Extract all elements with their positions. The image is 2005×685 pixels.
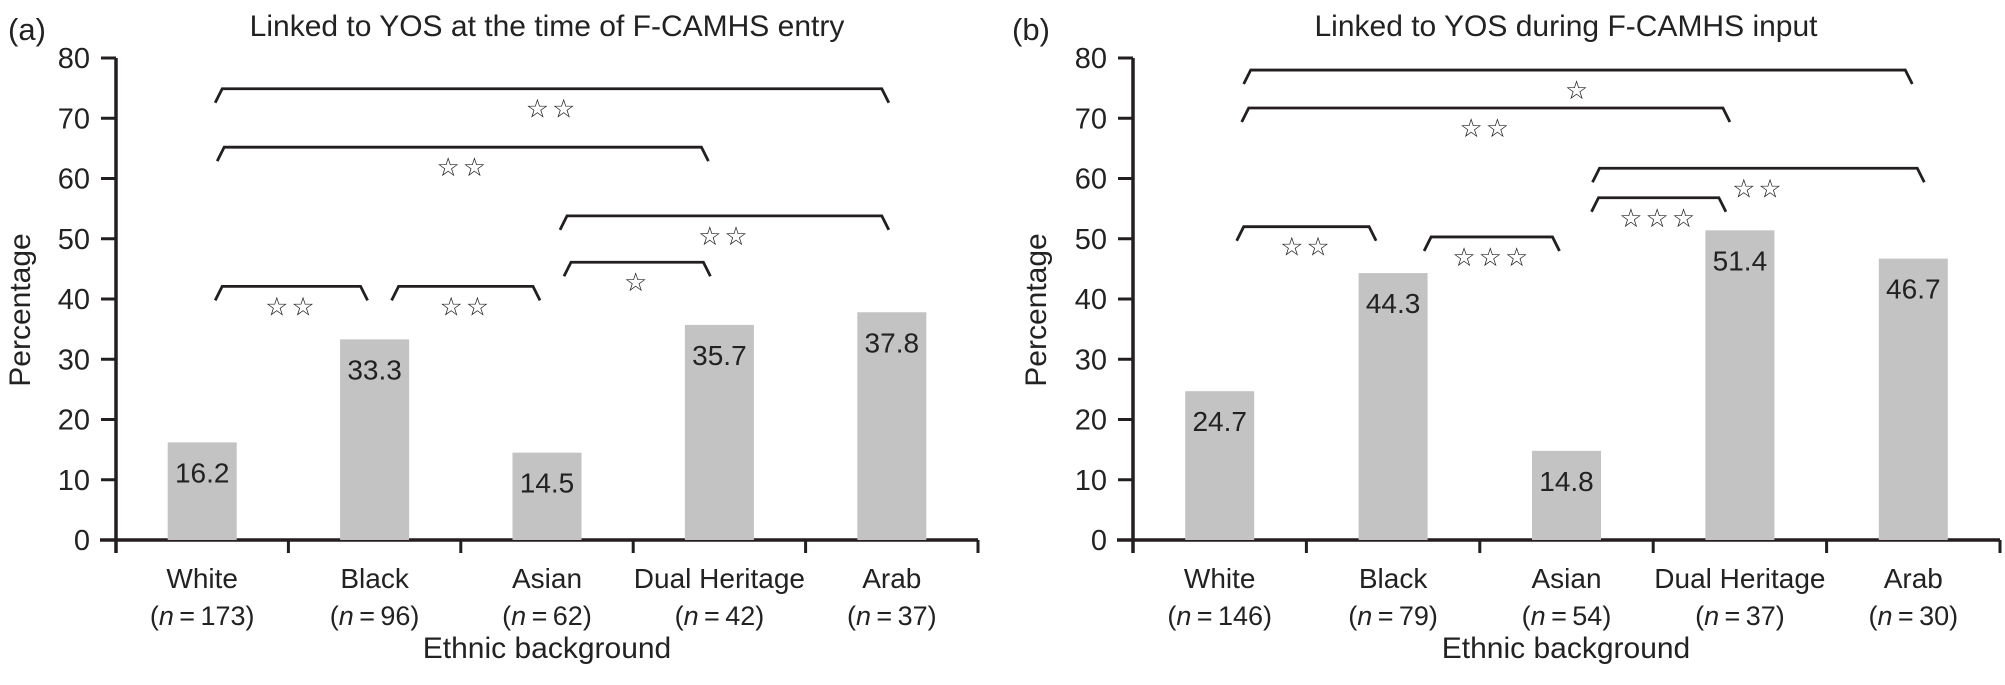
significance-bracket	[1235, 225, 1378, 242]
sample-size-label: (n = 37)	[847, 601, 937, 631]
significance-bracket	[558, 214, 891, 231]
significance-bracket	[1422, 235, 1561, 252]
bar-arab	[1878, 258, 1948, 540]
panel-a-xlabel: Ethnic background	[423, 632, 672, 665]
bar-arab	[857, 312, 927, 540]
bar-black	[340, 339, 410, 540]
bar-value-label: 14.8	[1539, 466, 1594, 497]
significance-stars: ☆	[624, 268, 650, 298]
sample-size-label: (n = 146)	[1167, 601, 1272, 631]
significance-stars: ☆☆	[265, 292, 318, 322]
bar-value-label: 33.3	[347, 354, 402, 385]
bar-black	[1358, 273, 1428, 540]
y-tick-label: 0	[74, 525, 90, 557]
significance-stars: ☆☆	[439, 292, 492, 322]
panel-b-title: Linked to YOS during F-CAMHS input	[1314, 10, 1818, 43]
significance-bracket	[1591, 166, 1926, 183]
bar-white	[167, 442, 237, 540]
category-label: Asian	[512, 563, 582, 594]
significance-stars: ☆☆☆	[1619, 204, 1698, 234]
y-tick-label: 70	[1075, 103, 1107, 135]
category-label: White	[1184, 563, 1256, 594]
panel-b-plot-area: 0 10 20 30 40 50 60 70 80 24.7 White (n = 146) 44.3 B…	[1075, 43, 2002, 631]
significance-bracket	[1242, 68, 1914, 85]
bar-value-label: 44.3	[1366, 288, 1421, 319]
y-tick-label: 50	[58, 224, 90, 256]
sample-size-label: (n = 62)	[502, 601, 592, 631]
sample-size-label: (n = 42)	[675, 601, 765, 631]
significance-stars: ☆☆	[526, 95, 579, 125]
y-tick-label: 40	[1075, 284, 1107, 316]
category-label: White	[166, 563, 238, 594]
sample-size-label: (n = 37)	[1695, 601, 1785, 631]
y-tick-label: 20	[1075, 405, 1107, 437]
panel-a-label: (a)	[8, 12, 46, 47]
category-label: Arab	[862, 563, 921, 594]
y-tick-label: 60	[58, 164, 90, 196]
bar-value-label: 24.7	[1192, 406, 1247, 437]
panel-b: (b) Linked to YOS during F-CAMHS input P…	[1002, 0, 2005, 685]
panel-b-chart: (b) Linked to YOS during F-CAMHS input P…	[1012, 10, 2002, 665]
y-tick-label: 60	[1075, 164, 1107, 196]
bar-dual-heritage	[1705, 230, 1775, 540]
significance-bracket	[213, 87, 891, 104]
sample-size-label: (n = 30)	[1868, 601, 1958, 631]
bar-value-label: 35.7	[692, 340, 747, 371]
bar-asian	[512, 452, 582, 540]
y-tick-label: 0	[1091, 525, 1107, 557]
panel-b-ylabel: Percentage	[1020, 233, 1053, 386]
y-tick-label: 50	[1075, 224, 1107, 256]
significance-stars: ☆☆	[698, 222, 751, 252]
bar-white	[1185, 391, 1255, 540]
significance-bracket	[213, 284, 369, 301]
panel-a-chart: (a) Linked to YOS at the time of F-CAMHS…	[4, 10, 980, 665]
panel-a-plot-area: 0 10 20 30 40 50 60 70 80 16.2 White (n = 173) 33.3 B…	[58, 43, 980, 631]
panel-b-label: (b)	[1012, 12, 1050, 47]
panel-a-ylabel: Percentage	[4, 233, 37, 386]
y-tick-label: 70	[58, 103, 90, 135]
bar-value-label: 14.5	[520, 468, 575, 499]
category-label: Black	[340, 563, 409, 594]
category-label: Black	[1359, 563, 1428, 594]
significance-stars: ☆☆	[1732, 174, 1785, 204]
bar-asian	[1532, 450, 1601, 540]
sample-size-label: (n = 54)	[1522, 601, 1612, 631]
bar-value-label: 51.4	[1713, 245, 1768, 276]
sample-size-label: (n = 79)	[1348, 601, 1438, 631]
panel-a: (a) Linked to YOS at the time of F-CAMHS…	[0, 0, 1002, 685]
significance-stars: ☆	[1565, 76, 1591, 106]
category-label: Dual Heritage	[634, 563, 805, 594]
category-label: Arab	[1884, 563, 1943, 594]
significance-stars: ☆☆	[436, 153, 489, 183]
y-tick-label: 80	[1075, 43, 1107, 75]
sample-size-label: (n = 96)	[330, 601, 420, 631]
significance-stars: ☆☆	[1459, 114, 1512, 144]
bar-value-label: 37.8	[865, 327, 920, 358]
y-tick-label: 10	[1075, 465, 1107, 497]
bar-value-label: 16.2	[175, 457, 230, 488]
bar-value-label: 46.7	[1886, 274, 1941, 305]
significance-bracket	[562, 260, 712, 277]
significance-stars: ☆☆☆	[1452, 243, 1531, 273]
bar-dual-heritage	[684, 324, 754, 540]
significance-bracket	[390, 284, 542, 301]
y-tick-label: 30	[1075, 344, 1107, 376]
panel-b-xlabel: Ethnic background	[1442, 632, 1691, 665]
y-tick-label: 20	[58, 405, 90, 437]
y-tick-label: 40	[58, 284, 90, 316]
y-tick-label: 30	[58, 344, 90, 376]
sample-size-label: (n = 173)	[150, 601, 255, 631]
panel-a-title: Linked to YOS at the time of F-CAMHS ent…	[250, 10, 845, 43]
y-tick-label: 10	[58, 465, 90, 497]
significance-stars: ☆☆	[1280, 233, 1333, 263]
significance-bracket	[215, 145, 710, 162]
significance-bracket	[1590, 196, 1728, 213]
y-tick-label: 80	[58, 43, 90, 75]
significance-bracket	[1240, 106, 1732, 123]
category-label: Dual Heritage	[1654, 563, 1825, 594]
category-label: Asian	[1531, 563, 1601, 594]
